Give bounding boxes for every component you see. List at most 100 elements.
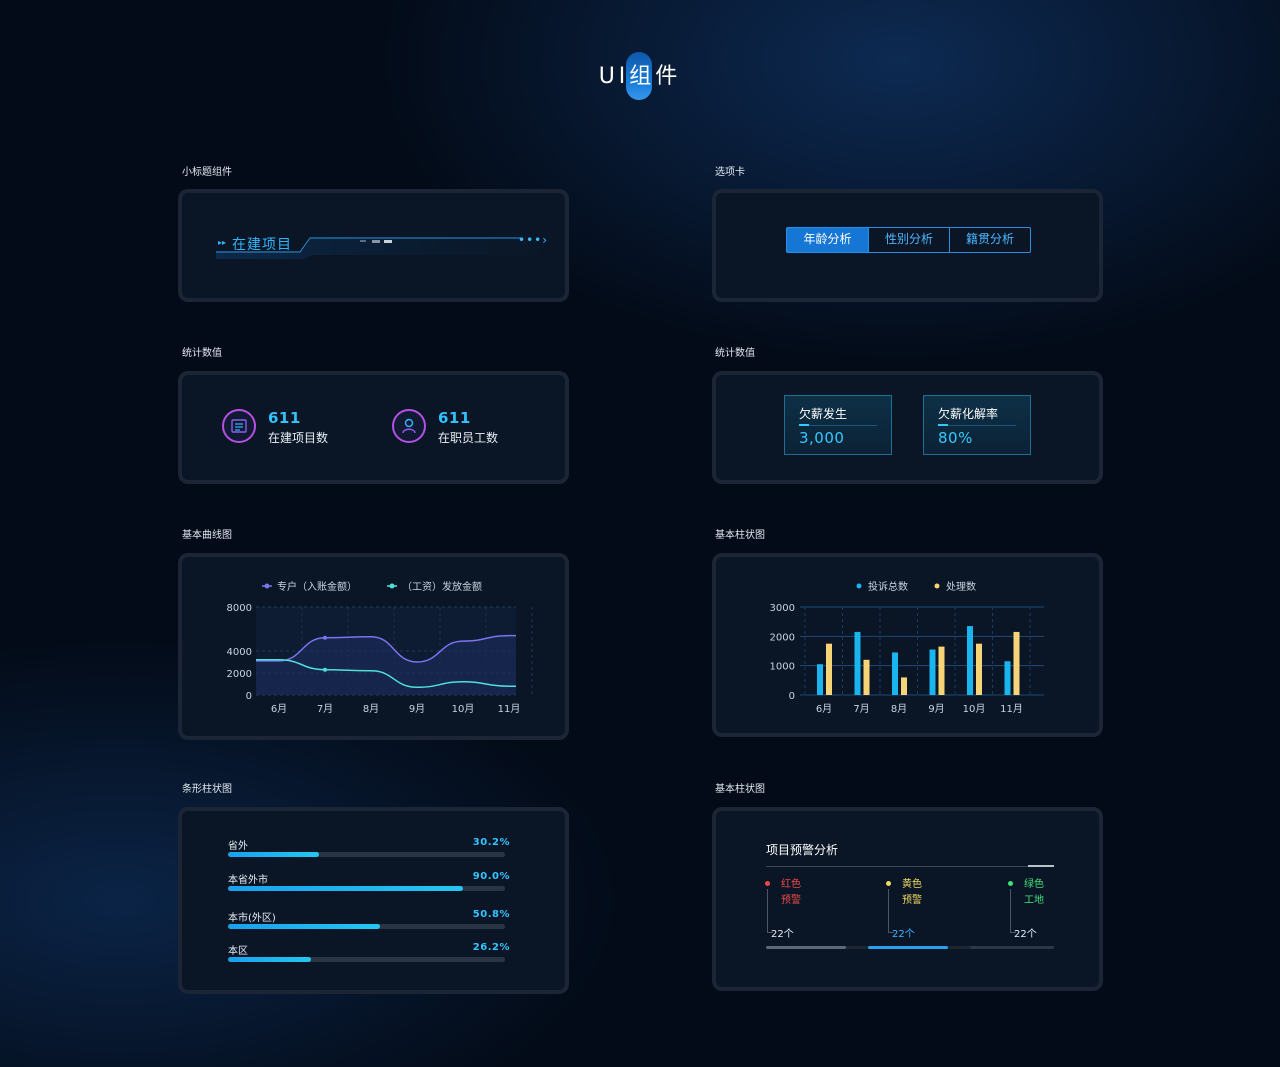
- warning-stem: [767, 889, 773, 933]
- subtitle-bar[interactable]: ▸▸ 在建项目 •••›: [216, 233, 547, 259]
- scroll-segment: [970, 946, 1054, 949]
- y-tick-label: 4000: [227, 647, 252, 658]
- play-arrow-icon: ▸▸: [218, 238, 227, 247]
- warning-stem: [888, 889, 894, 933]
- x-tick-label: 10月: [452, 703, 475, 715]
- line-chart-panel: 8000 4000 2000 0 6月 7月 8月 9月 10月 11月 专户（入账金额） （工资）发…: [178, 553, 569, 740]
- series-point: [323, 635, 327, 640]
- x-tick-label: 11月: [1000, 703, 1023, 715]
- progress-fill: [228, 886, 464, 891]
- bar: [1013, 631, 1020, 695]
- progress-fill: [228, 924, 381, 929]
- progress-percent: 30.2%: [472, 837, 510, 848]
- x-tick-label: 6月: [816, 703, 832, 715]
- project-list-icon: [222, 409, 256, 443]
- section-label-stats-right: 统计数值: [715, 348, 755, 359]
- x-tick-label: 11月: [498, 703, 521, 715]
- progress-panel: 省外 30.2% 本省外市 90.0% 本市(外区) 50.8% 本区 26.2…: [178, 807, 569, 994]
- progress-name: 本市(外区): [228, 913, 276, 924]
- page-title: UI组件: [598, 64, 682, 89]
- title-glow-decoration: [626, 52, 652, 100]
- legend-label: （工资）发放金额: [402, 580, 482, 593]
- progress-track: [228, 852, 505, 857]
- x-tick-label: 9月: [409, 703, 425, 715]
- bar: [826, 643, 832, 695]
- progress-name: 省外: [228, 841, 248, 852]
- section-label-warning: 基本柱状图: [715, 784, 765, 795]
- series-point: [323, 667, 327, 672]
- bar-chart: 3000 2000 1000 0 6月 7月 8月 9月 10月 11月 投诉总数 处理数: [770, 580, 1044, 715]
- stat-label: 在建项目数: [268, 431, 329, 445]
- section-label-tabs: 选项卡: [715, 167, 745, 178]
- stat-value: 611: [268, 409, 301, 427]
- tab-age-analysis[interactable]: 年龄分析: [787, 228, 868, 252]
- tab-bar: 年龄分析 性别分析 籍贯分析: [786, 227, 1031, 253]
- tab-hometown-analysis[interactable]: 籍贯分析: [949, 228, 1030, 252]
- bar: [1004, 661, 1011, 695]
- warning-scrollbar[interactable]: [766, 946, 1054, 949]
- warning-stem: [1010, 889, 1016, 933]
- y-tick-label: 2000: [227, 669, 252, 680]
- kpi-divider: [938, 424, 1016, 426]
- y-tick-label: 2000: [770, 632, 795, 643]
- kpi-panel: 欠薪发生 3,000 欠薪化解率 80%: [712, 371, 1103, 484]
- bar: [967, 626, 973, 695]
- warning-count: 22个: [892, 929, 915, 940]
- legend-marker: [264, 583, 270, 589]
- progress-track: [228, 924, 505, 929]
- stat-value: 611: [438, 409, 471, 427]
- bar: [929, 649, 936, 695]
- kpi-label: 欠薪发生: [799, 407, 848, 421]
- kpi-box-arrears: 欠薪发生 3,000: [784, 395, 892, 455]
- bar: [863, 659, 870, 695]
- stats-panel: 611 在建项目数 611 在职员工数: [178, 371, 569, 484]
- more-icon[interactable]: •••›: [518, 233, 549, 247]
- warning-label: 红色: [781, 879, 801, 890]
- progress-percent: 26.2%: [472, 942, 510, 953]
- y-tick-label: 3000: [770, 603, 795, 614]
- x-tick-label: 6月: [271, 703, 287, 715]
- kpi-value: 80%: [938, 429, 973, 447]
- progress-fill: [228, 852, 320, 857]
- section-label-progress: 条形柱状图: [182, 784, 232, 795]
- series-area: [256, 635, 516, 695]
- section-label-line-chart: 基本曲线图: [182, 530, 232, 541]
- x-tick-label: 9月: [928, 703, 944, 715]
- legend-label: 处理数: [946, 580, 976, 593]
- y-tick-label: 0: [789, 691, 795, 702]
- stat-label: 在职员工数: [438, 431, 499, 445]
- warning-item-yellow[interactable]: 黄色 预警 22个: [886, 875, 976, 945]
- subtitle-panel: ▸▸ 在建项目 •••›: [178, 189, 569, 302]
- progress-percent: 90.0%: [472, 871, 510, 882]
- series-line: [256, 659, 516, 689]
- tab-gender-analysis[interactable]: 性别分析: [868, 228, 949, 252]
- bar: [938, 646, 945, 695]
- section-label-bar-chart: 基本柱状图: [715, 530, 765, 541]
- bar: [901, 677, 907, 695]
- subtitle-text: 在建项目: [232, 237, 292, 253]
- warning-sublabel: 工地: [1024, 895, 1044, 906]
- warning-sublabel: 预警: [781, 895, 801, 906]
- line-chart: 8000 4000 2000 0 6月 7月 8月 9月 10月 11月 专户（入账金额） （工资）发…: [227, 580, 533, 715]
- progress-name: 本省外市: [228, 875, 268, 886]
- legend-marker: [934, 583, 940, 589]
- x-tick-label: 8月: [363, 703, 379, 715]
- progress-percent: 50.8%: [472, 909, 510, 920]
- warning-count: 22个: [1014, 929, 1037, 940]
- scroll-segment: [766, 946, 846, 949]
- kpi-value: 3,000: [799, 429, 845, 447]
- green-dot-icon: [1008, 881, 1013, 886]
- progress-track: [228, 886, 505, 891]
- progress-fill: [228, 957, 312, 962]
- red-dot-icon: [765, 881, 770, 886]
- progress-name: 本区: [228, 946, 248, 957]
- warning-item-green[interactable]: 绿色 工地 22个: [1008, 875, 1098, 945]
- warning-item-red[interactable]: 红色 预警 22个: [765, 875, 855, 945]
- section-label-subtitle: 小标题组件: [182, 167, 232, 178]
- legend-marker: [856, 583, 862, 589]
- employee-icon: [392, 409, 426, 443]
- kpi-divider: [799, 424, 877, 426]
- y-tick-label: 1000: [770, 662, 795, 673]
- legend-label: 专户（入账金额）: [277, 580, 357, 593]
- subtitle-bar-decoration: [216, 237, 540, 259]
